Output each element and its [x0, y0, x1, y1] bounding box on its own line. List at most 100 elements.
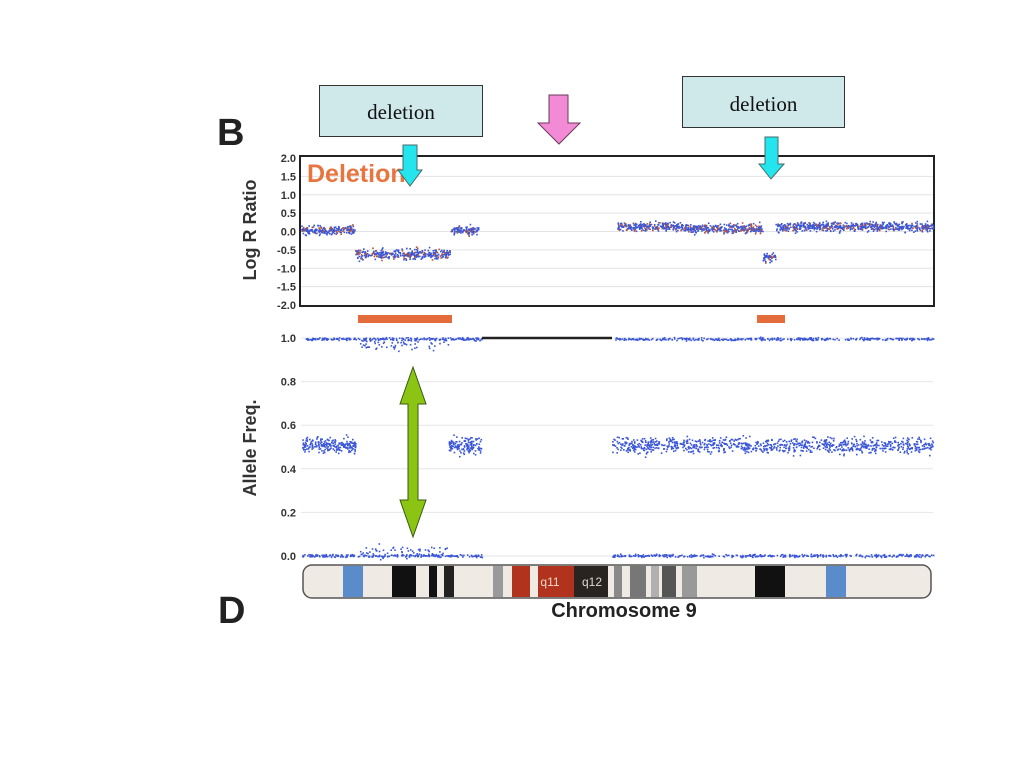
log-r-point — [724, 228, 727, 230]
allele-freq-point — [414, 343, 416, 345]
log-r-point — [788, 223, 791, 225]
log-r-point — [627, 227, 630, 229]
allele-freq-point — [417, 555, 419, 558]
allele-freq-point — [621, 444, 623, 446]
log-r-point — [398, 251, 400, 254]
log-r-point — [924, 226, 926, 228]
allele-freq-point — [844, 439, 846, 442]
allele-freq-point — [392, 339, 395, 341]
log-r-point — [672, 221, 675, 223]
log-r-point — [695, 225, 697, 228]
log-r-point — [885, 227, 887, 230]
allele-freq-point — [337, 555, 340, 557]
allele-freq-point — [444, 555, 447, 558]
allele-freq-point — [930, 338, 933, 341]
log-r-point — [755, 231, 757, 233]
allele-freq-point — [650, 439, 653, 441]
allele-freq-point — [662, 338, 665, 341]
log-r-point — [888, 226, 891, 228]
allele-freq-point — [864, 445, 866, 448]
log-r-point — [777, 225, 780, 227]
allele-freq-point — [737, 337, 740, 340]
allele-freq-point — [927, 443, 929, 445]
log-r-point — [467, 229, 469, 232]
allele-freq-point — [650, 448, 652, 451]
allele-freq-point — [471, 337, 474, 340]
log-r-point — [338, 225, 340, 228]
allele-freq-point — [770, 555, 772, 558]
allele-freq-point — [669, 556, 672, 558]
allele-freq-point — [462, 339, 465, 341]
allele-freq-point — [760, 336, 762, 339]
allele-freq-point — [645, 453, 648, 455]
log-r-point — [875, 224, 878, 226]
log-r-point — [632, 222, 635, 225]
allele-freq-point — [818, 445, 821, 447]
log-r-point — [891, 225, 894, 228]
allele-freq-point — [747, 555, 749, 557]
allele-freq-point — [822, 447, 825, 449]
allele-freq-point — [763, 555, 766, 557]
allele-freq-point — [918, 451, 921, 454]
allele-freq-point — [845, 449, 848, 452]
allele-freq-point — [863, 337, 866, 339]
allele-freq-point — [838, 443, 841, 446]
allele-freq-point — [866, 447, 868, 449]
allele-freq-point — [320, 439, 322, 442]
allele-freq-point — [633, 439, 635, 441]
allele-freq-point — [775, 447, 778, 449]
allele-freq-point — [324, 337, 327, 340]
log-r-point — [732, 232, 735, 234]
allele-freq-point — [306, 436, 309, 439]
allele-freq-point — [726, 554, 728, 557]
log-r-point — [825, 225, 827, 228]
allele-freq-point — [657, 447, 660, 449]
allele-freq-point — [318, 446, 321, 448]
allele-freq-point — [666, 556, 668, 559]
allele-freq-point — [374, 338, 376, 340]
allele-freq-point — [789, 338, 792, 340]
log-r-point — [869, 220, 871, 223]
allele-freq-point — [850, 555, 852, 557]
log-r-point — [393, 254, 396, 257]
allele-freq-point — [348, 337, 351, 340]
allele-freq-point — [833, 555, 835, 558]
allele-freq-point — [788, 440, 790, 443]
log-r-point — [916, 227, 918, 229]
log-r-point — [804, 227, 807, 229]
allele-freq-point — [805, 450, 808, 452]
log-r-point — [631, 227, 633, 229]
allele-freq-point — [724, 451, 726, 453]
log-r-point — [839, 222, 842, 224]
log-r-point — [402, 252, 404, 255]
allele-freq-point — [322, 445, 325, 447]
log-r-point — [356, 253, 359, 256]
log-r-point — [809, 224, 812, 226]
log-r-point — [742, 226, 745, 228]
allele-freq-point — [651, 554, 653, 557]
allele-freq-point — [338, 337, 341, 339]
log-r-point — [765, 260, 767, 263]
log-r-point — [431, 255, 433, 257]
allele-freq-point — [932, 338, 935, 340]
allele-freq-point — [916, 443, 919, 445]
log-r-point — [697, 229, 700, 231]
log-r-point — [747, 224, 750, 227]
log-r-point — [315, 232, 317, 235]
log-r-point — [403, 258, 405, 261]
allele-freq-point — [859, 337, 862, 339]
allele-freq-point — [797, 338, 799, 341]
log-r-point — [826, 225, 829, 227]
log-r-point — [323, 232, 325, 234]
log-r-point — [424, 255, 426, 258]
log-r-point — [921, 223, 923, 225]
log-r-point — [705, 230, 707, 233]
log-r-point — [403, 254, 406, 256]
allele-freq-point — [744, 452, 747, 455]
log-r-point — [797, 224, 800, 227]
allele-freq-point — [920, 556, 922, 559]
log-r-point — [786, 222, 789, 225]
allele-freq-point — [613, 438, 615, 441]
allele-freq-point — [643, 437, 646, 440]
allele-freq-point — [302, 442, 305, 444]
